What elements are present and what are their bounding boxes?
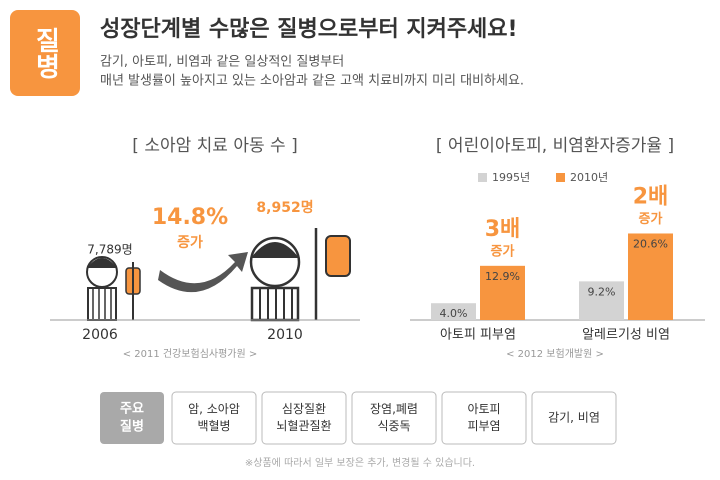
bar bbox=[579, 281, 624, 320]
tab-label-box bbox=[100, 392, 164, 444]
small-child bbox=[86, 256, 141, 321]
tab-box bbox=[171, 391, 257, 445]
title: 성장단계별 수많은 질병으로부터 지켜주세요! bbox=[100, 17, 518, 42]
tab-label: 주요 bbox=[120, 402, 144, 417]
change-label: 증가 bbox=[177, 235, 203, 251]
value-label: 9.2% bbox=[588, 285, 616, 298]
chart-title: [ 어린이아토피, 비염환자증가율 ] bbox=[436, 136, 674, 156]
legend-swatch bbox=[478, 173, 487, 182]
tab-text: 감기, 비염 bbox=[548, 411, 600, 425]
tab-box bbox=[351, 391, 437, 445]
tab-box bbox=[531, 391, 617, 445]
tab-text: 피부염 bbox=[467, 419, 500, 433]
annotation: 3배 bbox=[485, 217, 521, 242]
year: 2006 bbox=[82, 327, 118, 343]
tab-text: 심장질환 bbox=[282, 402, 326, 416]
badge-box bbox=[10, 10, 80, 96]
legend-label: 2010년 bbox=[570, 171, 608, 184]
tab-text: 뇌혈관질환 bbox=[276, 419, 331, 433]
source: < 2012 보험개발원 > bbox=[506, 348, 604, 360]
tab-label: 질병 bbox=[120, 419, 144, 435]
tab-box bbox=[261, 391, 347, 445]
arrow bbox=[158, 252, 248, 293]
count-before: 7,789명 bbox=[87, 243, 132, 257]
tab-text: 백혈병 bbox=[197, 419, 230, 433]
bar bbox=[480, 265, 525, 320]
footnote: ※상품에 따라서 일부 보장은 추가, 변경될 수 있습니다. bbox=[245, 456, 475, 469]
tab-text: 식중독 bbox=[377, 419, 410, 433]
annotation: 증가 bbox=[491, 244, 515, 259]
value-label: 4.0% bbox=[440, 307, 468, 320]
tab-text: 암, 소아암 bbox=[188, 402, 240, 416]
bar bbox=[628, 233, 673, 320]
tab-text: 아토피 bbox=[467, 402, 500, 416]
tab-box bbox=[441, 391, 527, 445]
value-label: 20.6% bbox=[633, 237, 668, 250]
tab-text: 장염,폐렴 bbox=[370, 402, 418, 416]
x-tick-label: 알레르기성 비염 bbox=[582, 328, 670, 343]
annotation: 증가 bbox=[639, 212, 663, 227]
panel-heading: [ 소아암 치료 아동 수 ] bbox=[132, 136, 297, 156]
x-tick-label: 아토피 피부염 bbox=[440, 328, 516, 343]
bar bbox=[431, 303, 476, 320]
legend-label: 1995년 bbox=[492, 171, 530, 184]
value-label: 12.9% bbox=[485, 270, 520, 283]
legend-swatch bbox=[556, 173, 565, 182]
large-child bbox=[249, 228, 351, 322]
annotation: 2배 bbox=[633, 184, 669, 209]
subtitle: 매년 발생률이 높아지고 있는 소아암과 같은 고액 치료비까지 미리 대비하세… bbox=[100, 74, 524, 89]
bar-chart: 1995년4.0%9.2%2010년12.9%3배증가20.6%2배증가아토피 … bbox=[410, 171, 705, 343]
year: 2010 bbox=[267, 327, 303, 343]
badge: 질병 bbox=[31, 27, 61, 79]
subtitle: 감기, 아토피, 비염과 같은 일상적인 질병부터 bbox=[100, 55, 344, 70]
change: 14.8% bbox=[152, 205, 228, 230]
source: < 2011 건강보험심사평가원 > bbox=[123, 348, 258, 360]
count-after: 8,952명 bbox=[256, 199, 313, 216]
